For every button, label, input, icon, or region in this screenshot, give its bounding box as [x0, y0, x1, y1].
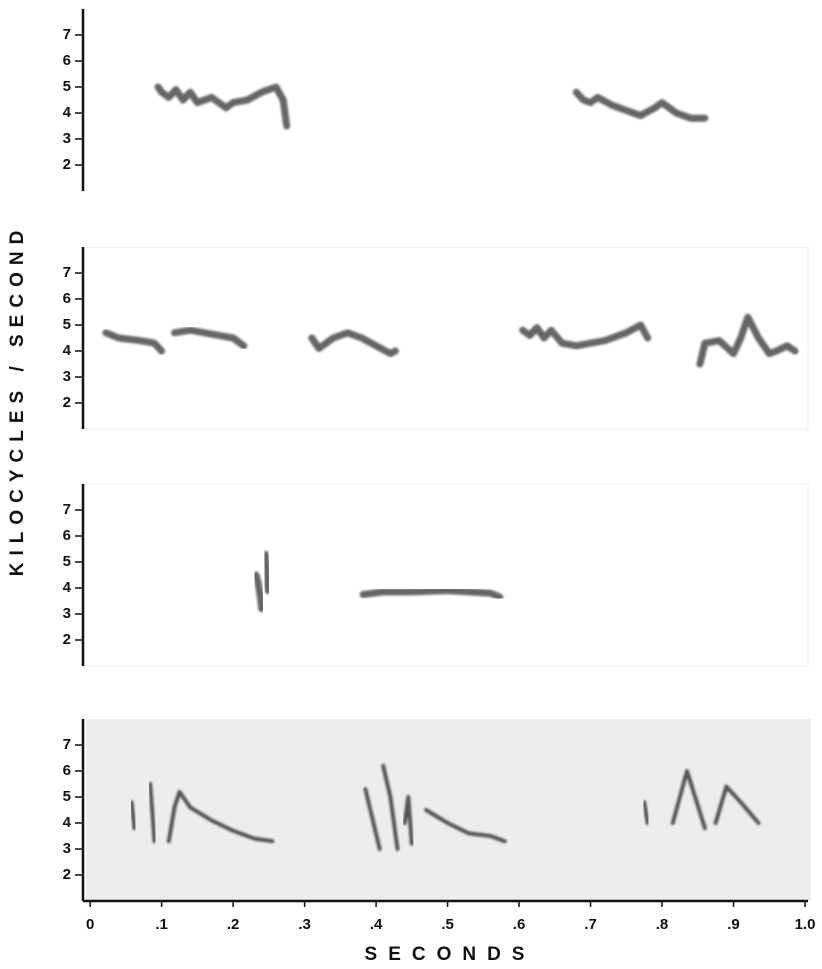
trace — [713, 784, 761, 825]
y-tick-label: 7 — [63, 736, 71, 753]
trace — [252, 571, 266, 613]
y-tick-label: 6 — [63, 527, 71, 544]
x-tick-label: 1.0 — [795, 916, 816, 933]
y-tick-label: 3 — [63, 368, 71, 385]
y-tick-label: 4 — [63, 104, 72, 121]
y-tick-label: 2 — [63, 394, 71, 411]
trace — [670, 769, 707, 831]
x-tick-label: .9 — [727, 916, 740, 933]
y-tick-label: 3 — [63, 605, 71, 622]
x-tick-label: .7 — [584, 916, 597, 933]
y-tick-label: 4 — [63, 342, 72, 359]
trace — [359, 587, 504, 601]
y-tick-label: 5 — [63, 316, 71, 333]
y-tick-label: 3 — [63, 840, 71, 857]
trace — [129, 800, 137, 831]
x-tick-label: .2 — [227, 916, 240, 933]
trace — [519, 321, 652, 350]
y-tick-label: 4 — [63, 579, 72, 596]
trace — [261, 550, 272, 595]
panel-frame — [82, 246, 809, 430]
panel-frame — [82, 483, 809, 667]
trace — [402, 795, 414, 846]
y-tick-label: 3 — [63, 130, 71, 147]
x-tick-label: 0 — [86, 916, 94, 933]
y-tick-label: 7 — [63, 26, 71, 43]
y-tick-label: 5 — [63, 553, 71, 570]
trace — [308, 329, 399, 358]
y-axis-label: KILOCYCLES / SECOND — [7, 224, 28, 577]
y-tick-label: 4 — [63, 814, 72, 831]
x-tick-label: .6 — [513, 916, 526, 933]
trace — [696, 313, 799, 368]
y-tick-label: 5 — [63, 788, 71, 805]
trace — [171, 326, 248, 350]
x-tick-label: .1 — [155, 916, 168, 933]
trace — [381, 763, 400, 851]
y-tick-label: 2 — [63, 866, 71, 883]
trace — [148, 782, 157, 844]
trace — [642, 800, 650, 825]
y-tick-label: 7 — [63, 501, 71, 518]
x-tick-label: .5 — [441, 916, 454, 933]
y-tick-label: 6 — [63, 762, 71, 779]
y-tick-label: 7 — [63, 264, 71, 281]
y-tick-label: 5 — [63, 78, 71, 95]
x-tick-label: .3 — [298, 916, 311, 933]
panel-background — [86, 719, 811, 901]
trace — [166, 789, 275, 844]
trace — [154, 83, 291, 130]
trace — [572, 88, 709, 122]
x-tick-label: .8 — [656, 916, 669, 933]
x-tick-label: .4 — [370, 916, 383, 933]
x-axis-label: SECONDS — [365, 944, 536, 965]
y-tick-label: 6 — [63, 290, 71, 307]
y-tick-label: 2 — [63, 156, 71, 173]
y-tick-label: 2 — [63, 631, 71, 648]
trace — [363, 787, 382, 851]
trace — [424, 808, 507, 844]
trace — [102, 329, 166, 355]
y-tick-label: 6 — [63, 52, 71, 69]
